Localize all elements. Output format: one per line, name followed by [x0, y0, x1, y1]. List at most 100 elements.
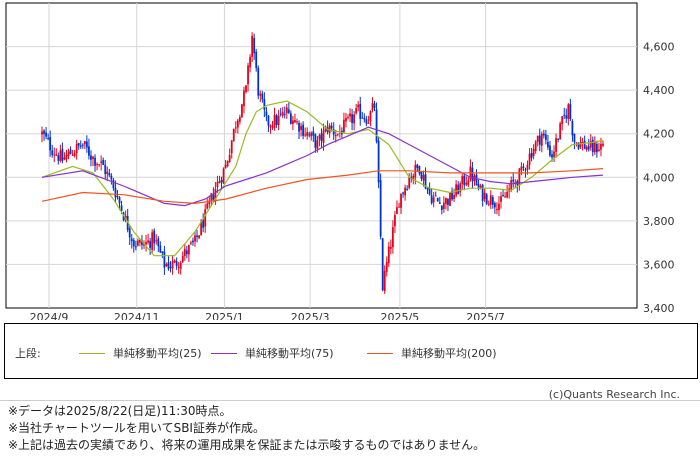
divider	[0, 400, 700, 401]
y-axis-labels: 3,400 3,600 3,800 4,000 4,200 4,400 4,600	[643, 41, 675, 315]
candle-body	[204, 209, 207, 227]
candle-body	[247, 65, 249, 85]
candle-body	[318, 135, 321, 140]
candle-body	[308, 134, 311, 136]
candle-body	[92, 156, 94, 159]
ma-line-0	[41, 100, 604, 257]
legend-item-ma200: 単純移動平均(200)	[367, 345, 497, 361]
candle-body	[387, 246, 390, 264]
candle-body	[196, 235, 198, 237]
candle-body	[563, 114, 566, 116]
candle-body	[361, 117, 364, 119]
candle-body	[587, 146, 590, 150]
candle-body	[71, 154, 74, 156]
candle-body	[173, 260, 176, 263]
candle-body	[294, 120, 296, 123]
candle-body	[77, 143, 80, 146]
candle-body	[130, 238, 133, 242]
legend-swatch-ma25	[79, 352, 105, 354]
candle-body	[90, 155, 92, 160]
candle-body	[332, 129, 335, 135]
candle-body	[51, 150, 54, 155]
candle-body	[381, 238, 384, 291]
candle-body	[277, 115, 280, 125]
candle-body	[593, 142, 596, 153]
candle-body	[320, 133, 323, 141]
candle-body	[585, 146, 588, 150]
candle-body	[477, 184, 480, 188]
legend-label-ma200: 単純移動平均(200)	[401, 347, 497, 360]
candle-body	[210, 193, 213, 201]
candle-body	[314, 134, 317, 148]
candle-body	[59, 150, 62, 161]
y-tick-label: 4,400	[643, 84, 675, 97]
candle-body	[428, 188, 431, 195]
price-chart: 3,400 3,600 3,800 4,000 4,200 4,400 4,600 2024…	[5, 2, 675, 320]
candle-body	[506, 191, 509, 198]
candle-body	[447, 198, 449, 205]
candle-body	[510, 180, 513, 190]
candle-body	[187, 244, 190, 255]
candle-body	[159, 245, 162, 253]
candle-body	[542, 133, 545, 136]
candle-body	[538, 135, 541, 145]
candle-body	[94, 157, 96, 166]
candle-body	[253, 37, 256, 54]
candle-body	[485, 194, 488, 204]
candle-body	[100, 161, 103, 163]
candle-body	[375, 109, 378, 142]
candle-body	[136, 240, 139, 246]
legend-prefix: 上段:	[15, 347, 41, 360]
candle-body	[43, 130, 45, 135]
candle-body	[222, 168, 225, 184]
candle-body	[534, 141, 537, 151]
candle-body	[334, 135, 337, 137]
candle-body	[479, 186, 482, 189]
candle-body	[149, 240, 152, 248]
legend-label-ma75: 単純移動平均(75)	[245, 347, 334, 360]
candle-body	[394, 215, 396, 227]
candle-body	[489, 195, 492, 205]
candle-body	[451, 191, 453, 200]
candle-body	[202, 219, 205, 228]
candle-body	[491, 197, 494, 205]
candle-body	[259, 93, 262, 96]
candle-body	[367, 122, 370, 124]
candle-body	[265, 111, 268, 116]
candle-body	[467, 180, 470, 185]
candle-body	[430, 195, 433, 204]
candle-body	[165, 264, 168, 266]
candle-body	[598, 149, 600, 152]
candle-body	[522, 166, 525, 168]
candle-body	[85, 141, 88, 148]
vertical-gridlines	[48, 3, 487, 308]
candle-body	[324, 126, 327, 132]
candle-body	[591, 139, 594, 153]
candle-body	[198, 235, 200, 239]
candle-body	[363, 117, 366, 120]
candle-body	[47, 137, 50, 139]
candle-body	[496, 209, 498, 211]
ma-line-1	[41, 126, 604, 207]
candle-body	[549, 145, 551, 156]
candle-body	[161, 251, 164, 253]
candle-body	[102, 159, 105, 165]
candle-body	[493, 203, 496, 208]
candle-body	[383, 270, 386, 292]
candle-body	[292, 120, 294, 124]
candle-body	[504, 196, 506, 198]
candle-body	[422, 174, 425, 181]
candle-body	[83, 141, 86, 145]
candle-body	[55, 154, 58, 156]
candle-body	[49, 137, 52, 151]
candle-body	[345, 117, 347, 122]
y-tick-label: 3,600	[643, 258, 675, 271]
candle-body	[402, 192, 404, 194]
candle-body	[577, 142, 580, 149]
candle-body	[285, 107, 288, 114]
candle-body	[118, 197, 121, 204]
candle-body	[569, 103, 572, 120]
candle-body	[230, 140, 233, 154]
candle-body	[440, 205, 443, 210]
candle-body	[347, 116, 349, 118]
